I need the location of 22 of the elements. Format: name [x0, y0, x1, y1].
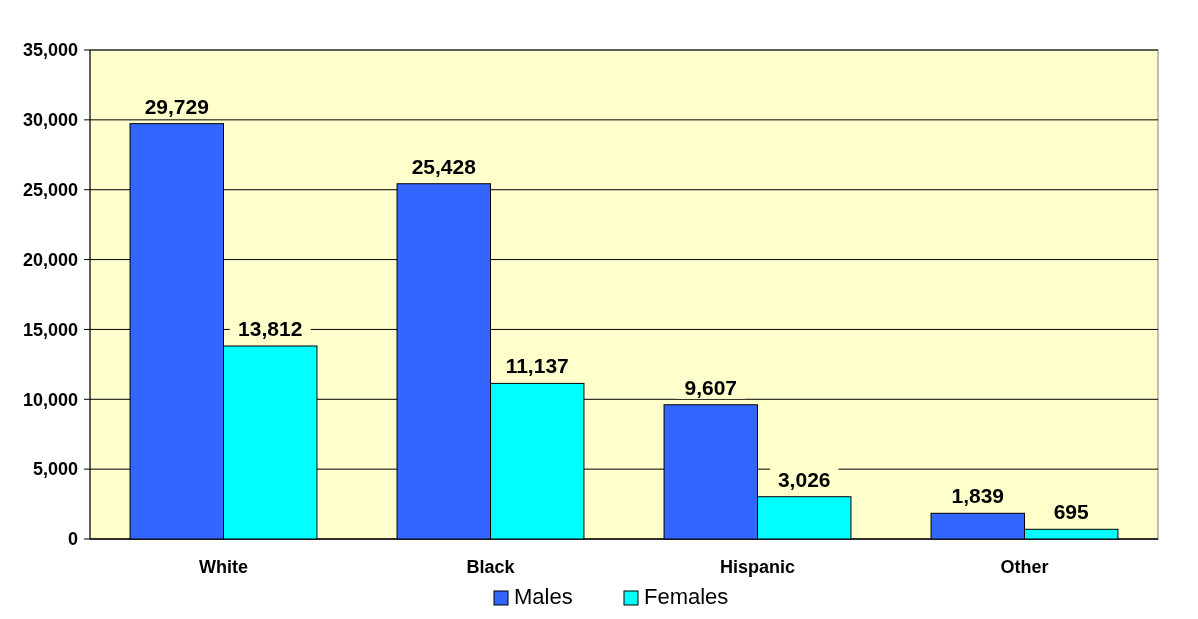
data-label: 3,026	[777, 467, 831, 491]
data-label: 695	[1053, 500, 1090, 524]
y-tick-label: 35,000	[22, 40, 78, 61]
data-label: 11,137	[505, 354, 569, 378]
data-label: 1,839	[951, 484, 1005, 508]
y-tick-label: 5,000	[32, 459, 78, 480]
x-tick-label: Black	[466, 557, 516, 577]
y-tick-label: 15,000	[22, 319, 78, 340]
data-label: 9,607	[684, 375, 738, 399]
data-label: 29,729	[144, 94, 209, 118]
legend-label: Males	[514, 584, 573, 609]
y-tick-label: 0	[67, 529, 78, 550]
x-tick-label: Hispanic	[719, 557, 796, 577]
y-tick-label: 10,000	[22, 389, 78, 410]
x-tick-label: White	[199, 557, 248, 577]
y-tick-label: 30,000	[22, 110, 78, 131]
legend-label: Females	[644, 584, 729, 609]
y-tick-label: 25,000	[22, 180, 78, 201]
x-tick-label: Other	[1000, 557, 1049, 577]
data-label: 25,428	[411, 154, 477, 178]
data-label: 13,812	[238, 317, 303, 341]
y-tick-label: 20,000	[22, 249, 78, 270]
